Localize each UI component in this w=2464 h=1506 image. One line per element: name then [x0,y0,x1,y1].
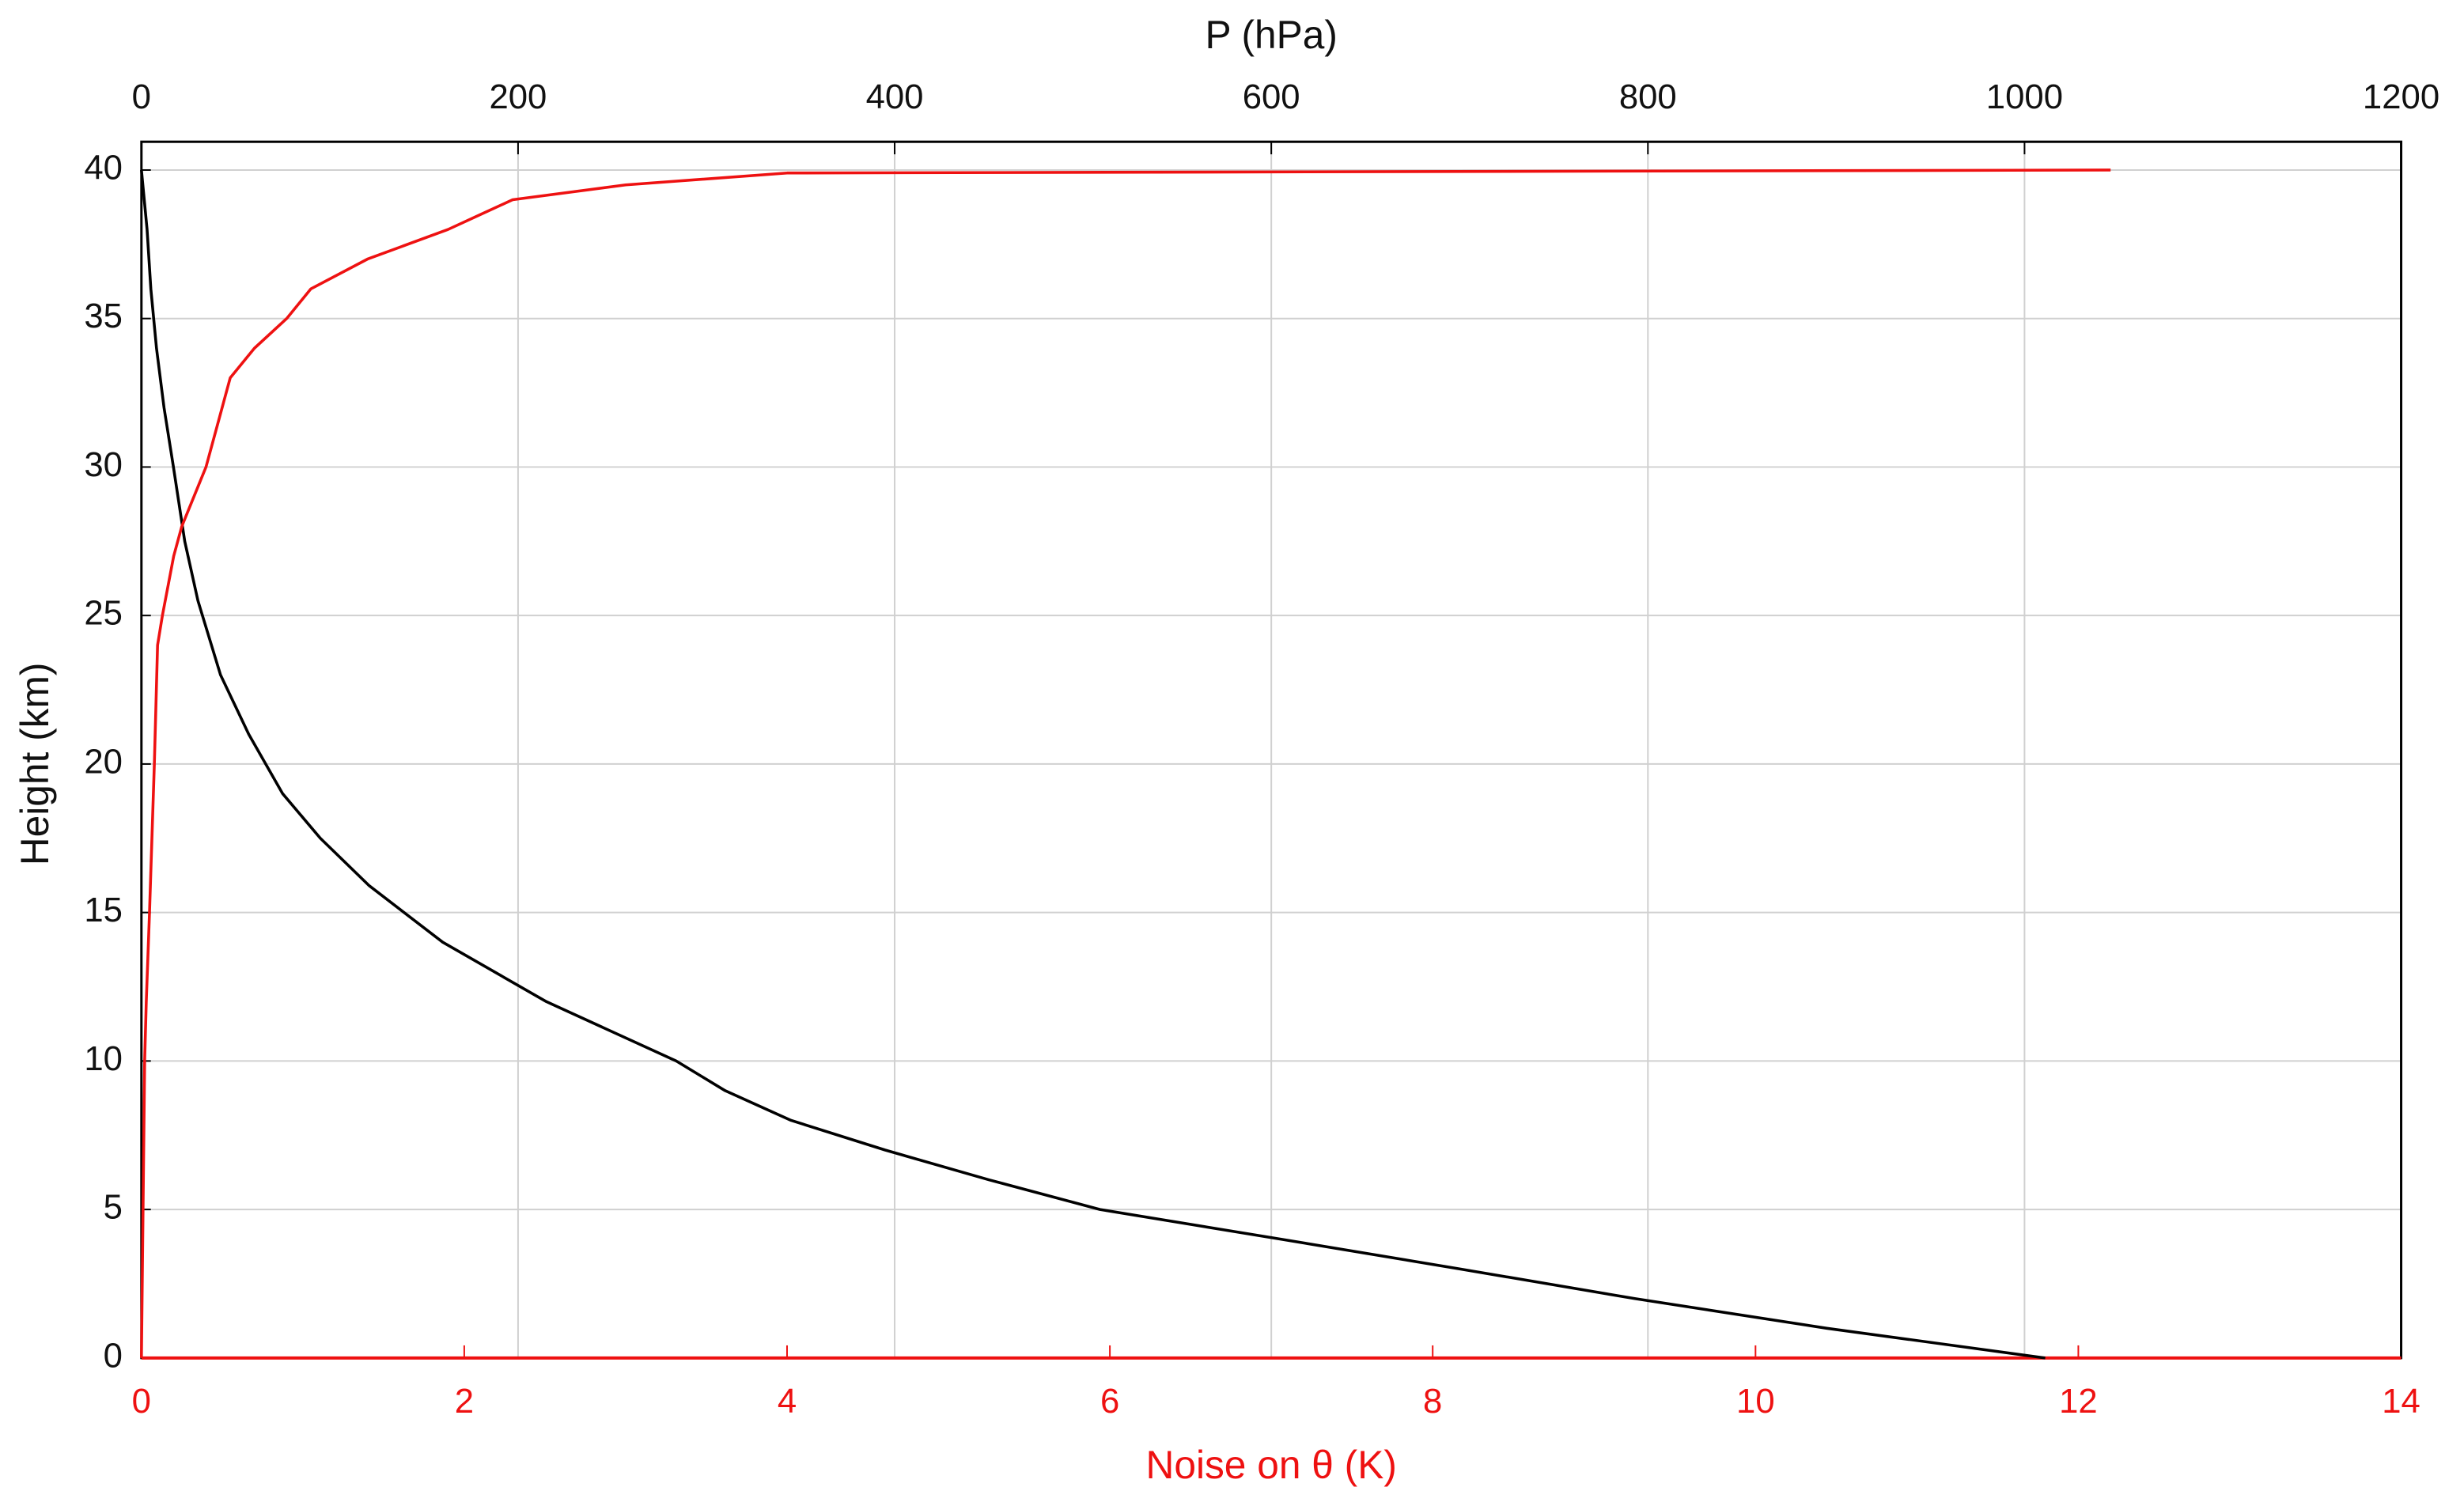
y-tick-label: 0 [104,1336,123,1375]
x-tick-label: 4 [778,1382,797,1421]
y-tick-label: 10 [84,1039,123,1078]
x-axis-label: Noise on θ (K) [1145,1443,1396,1487]
x-tick-label: 6 [1100,1382,1119,1421]
x2-tick-label: 0 [132,78,151,116]
x-tick-label: 0 [132,1382,151,1421]
y-tick-label: 40 [84,149,123,187]
x2-tick-label: 400 [866,78,924,116]
y-tick-label: 20 [84,742,123,781]
x2-tick-label: 1200 [2363,78,2439,116]
y-tick-label: 25 [84,594,123,633]
data-line [140,169,2046,1360]
x-tick-label: 10 [1736,1382,1775,1421]
y-tick-label: 35 [84,297,123,335]
x-tick-label: 2 [455,1382,474,1421]
y-axis-label: Height (km) [13,663,57,866]
y-tick-label: 5 [104,1188,123,1227]
x2-axis-label: P (hPa) [1205,13,1337,57]
data-line [140,168,2111,1358]
x-tick-label: 8 [1423,1382,1442,1421]
x2-tick-label: 1000 [1986,78,2063,116]
x2-tick-label: 600 [1243,78,1300,116]
x-tick-label: 12 [2059,1382,2098,1421]
x2-tick-label: 200 [489,78,547,116]
y-tick-label: 15 [84,891,123,929]
x-tick-label: 14 [2382,1382,2420,1421]
y-tick-label: 30 [84,445,123,484]
x2-tick-label: 800 [1619,78,1677,116]
